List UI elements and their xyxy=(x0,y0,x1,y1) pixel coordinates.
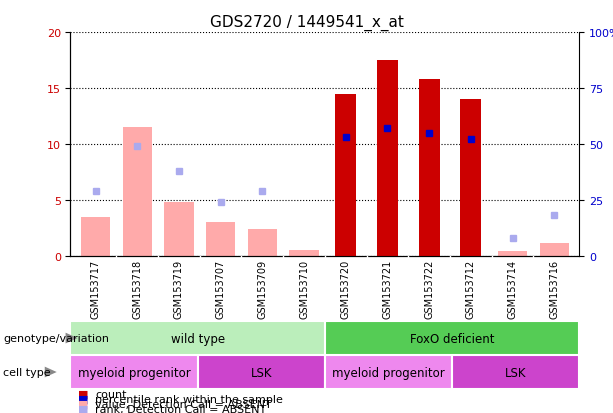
Text: myeloid progenitor: myeloid progenitor xyxy=(332,366,445,379)
Text: GSM153717: GSM153717 xyxy=(91,259,101,318)
Bar xyxy=(452,355,579,389)
Text: GSM153714: GSM153714 xyxy=(508,259,517,318)
Text: genotype/variation: genotype/variation xyxy=(3,333,109,343)
Text: GSM153718: GSM153718 xyxy=(132,259,142,318)
Text: ■: ■ xyxy=(77,399,88,409)
Text: ■: ■ xyxy=(77,404,88,413)
Text: GDS2720 / 1449541_x_at: GDS2720 / 1449541_x_at xyxy=(210,14,403,31)
Text: GSM153712: GSM153712 xyxy=(466,259,476,318)
Text: LSK: LSK xyxy=(505,366,527,379)
Text: GSM153720: GSM153720 xyxy=(341,259,351,318)
Text: rank, Detection Call = ABSENT: rank, Detection Call = ABSENT xyxy=(95,404,266,413)
Bar xyxy=(335,95,356,256)
Bar xyxy=(325,355,452,389)
Bar xyxy=(377,61,398,256)
Bar xyxy=(81,217,110,256)
Bar xyxy=(539,244,569,256)
Bar xyxy=(70,321,325,355)
Polygon shape xyxy=(45,367,56,377)
Text: GSM153721: GSM153721 xyxy=(383,259,392,318)
Bar xyxy=(206,223,235,256)
Text: GSM153716: GSM153716 xyxy=(549,259,559,318)
Bar xyxy=(197,355,325,389)
Bar xyxy=(460,100,481,256)
Text: ■: ■ xyxy=(77,394,88,404)
Text: GSM153709: GSM153709 xyxy=(257,259,267,318)
Text: value, Detection Call = ABSENT: value, Detection Call = ABSENT xyxy=(95,399,272,409)
Text: count: count xyxy=(95,389,126,399)
Bar xyxy=(248,229,277,256)
Bar xyxy=(419,80,440,256)
Text: ■: ■ xyxy=(77,389,88,399)
Bar xyxy=(164,202,194,256)
Text: FoxO deficient: FoxO deficient xyxy=(410,332,494,345)
Text: cell type: cell type xyxy=(3,367,51,377)
Bar xyxy=(325,321,579,355)
Text: GSM153719: GSM153719 xyxy=(174,259,184,318)
Text: percentile rank within the sample: percentile rank within the sample xyxy=(95,394,283,404)
Text: myeloid progenitor: myeloid progenitor xyxy=(78,366,191,379)
Text: GSM153722: GSM153722 xyxy=(424,259,434,318)
Bar xyxy=(289,250,319,256)
Polygon shape xyxy=(66,333,77,344)
Bar xyxy=(70,355,197,389)
Text: GSM153707: GSM153707 xyxy=(216,259,226,318)
Bar xyxy=(123,128,152,256)
Bar xyxy=(498,252,527,256)
Text: LSK: LSK xyxy=(251,366,272,379)
Text: wild type: wild type xyxy=(170,332,225,345)
Text: GSM153710: GSM153710 xyxy=(299,259,309,318)
